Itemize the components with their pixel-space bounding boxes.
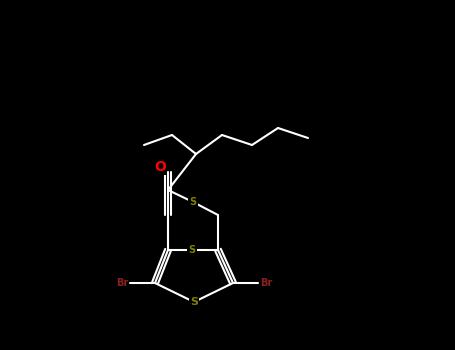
Text: S: S [189, 197, 197, 207]
Text: Br: Br [116, 278, 128, 288]
Text: O: O [154, 160, 166, 174]
Text: S: S [190, 297, 198, 307]
Text: S: S [188, 245, 196, 255]
Text: Br: Br [260, 278, 272, 288]
